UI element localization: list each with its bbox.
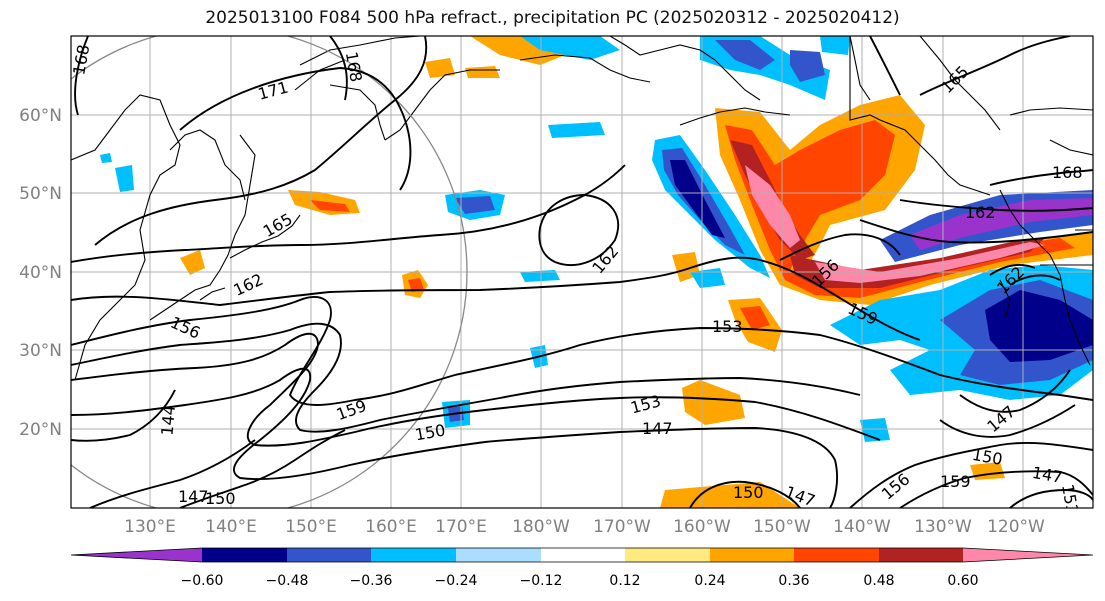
lon-tick: 140°E (205, 517, 257, 537)
lon-tick: 130°E (124, 517, 176, 537)
contour-label: 153 (712, 317, 743, 336)
colorbar-tick: −0.36 (350, 573, 393, 589)
contour-label: 156 (878, 469, 914, 503)
negative-anomaly-east-mid (690, 268, 725, 288)
colorbar-outline (70, 547, 1094, 563)
positive-anomaly-japan-east-core (310, 200, 350, 212)
positive-anomaly-central-core (408, 278, 424, 292)
lon-tick: 150°W (753, 517, 811, 537)
colorbar-segment (710, 548, 794, 562)
lat-tick: 30°N (19, 341, 62, 361)
colorbar-segment (287, 548, 371, 562)
negative-anomaly-east-mid-small (520, 270, 560, 282)
negative-anomaly-mid-pacific-core (455, 196, 495, 214)
colorbar-segment (879, 548, 963, 562)
positive-anomaly-pink (745, 165, 800, 248)
colorbar-segment (371, 548, 456, 562)
contour-label: 147 (983, 402, 1019, 436)
contour-label: 156 (168, 313, 204, 343)
negative-anomaly-west (115, 165, 134, 192)
contour-label: 153 (628, 391, 662, 417)
lon-tick: 180°W (512, 517, 570, 537)
colorbar-segment (625, 548, 710, 562)
lon-tick: 150°E (285, 517, 337, 537)
negative-anomaly-top-left (520, 36, 620, 60)
contour-label: 147 (1031, 463, 1064, 487)
height-contours (71, 36, 1093, 508)
colorbar-tick: −0.48 (266, 573, 309, 589)
contour-label: 144 (157, 404, 179, 436)
positive-anomaly-top-small-2 (465, 66, 500, 78)
lon-tick: 140°W (833, 517, 891, 537)
precip-anomaly-fill (100, 36, 1093, 508)
negative-anomaly-top-small (548, 122, 605, 138)
contour-label: 150 (413, 420, 446, 444)
lon-tick: 120°W (987, 517, 1045, 537)
negative-anomaly-alaska-max (670, 160, 725, 238)
positive-anomaly-bottom (660, 482, 800, 508)
map-area: 168 171 168 165 165 168 162 162 162 156 … (69, 36, 1093, 516)
lon-tick: 130°W (914, 517, 972, 537)
lon-tick: 170°E (435, 517, 487, 537)
negative-anomaly-top-right-2 (790, 50, 825, 82)
colorbar-segment (794, 548, 879, 562)
contour-label: 153 (1058, 483, 1082, 516)
colorbar-segment (456, 548, 541, 562)
contour-label: 159 (940, 472, 971, 491)
colorbar-tick: −0.60 (181, 573, 224, 589)
colorbar-tick: 0.24 (694, 573, 725, 589)
contour-label: 168 (1052, 163, 1083, 182)
contour-label: 147 (642, 419, 673, 438)
colorbar-segment (963, 548, 1093, 562)
negative-anomaly-west-small (100, 153, 112, 163)
colorbar-segment (71, 548, 202, 562)
positive-anomaly-south-central-core (740, 306, 770, 330)
negative-anomaly-top-right (820, 36, 850, 55)
lon-tick: 170°W (593, 517, 651, 537)
lat-tick: 40°N (19, 263, 62, 283)
colorbar-ticks: −0.60 −0.48 −0.36 −0.24 −0.12 0.12 0.24 … (181, 573, 979, 589)
positive-anomaly-south (682, 380, 745, 425)
colorbar-tick: 0.60 (947, 573, 978, 589)
positive-anomaly-top-small (425, 58, 455, 78)
contour-label: 171 (256, 78, 290, 104)
colorbar-segment (541, 548, 625, 562)
lat-tick: 20°N (19, 420, 62, 440)
contour-label: 147 (178, 487, 209, 506)
graticule (71, 36, 1093, 508)
colorbar-segment (202, 548, 287, 562)
lon-tick: 160°E (365, 517, 417, 537)
colorbar-tick: 0.12 (609, 573, 640, 589)
contour-label: 159 (334, 396, 369, 424)
colorbar: −0.60 −0.48 −0.36 −0.24 −0.12 0.12 0.24 … (70, 547, 1094, 589)
contour-label: 150 (733, 483, 764, 502)
negative-anomaly-southeast-max (985, 290, 1093, 362)
coastlines (71, 36, 1093, 381)
colorbar-tick: 0.48 (863, 573, 894, 589)
map-frame (70, 35, 1094, 509)
longitude-ticks: 130°E 140°E 150°E 160°E 170°E 180°W 170°… (124, 517, 1045, 537)
contour-label: 168 (342, 50, 366, 83)
contour-label: 162 (230, 270, 266, 300)
map-title: 2025013100 F084 500 hPa refract., precip… (205, 8, 900, 28)
positive-anomaly-pink-band (815, 242, 1045, 283)
contour-label: 150 (205, 489, 236, 508)
lon-tick: 160°W (673, 517, 731, 537)
colorbar-tick: 0.36 (778, 573, 809, 589)
contour-label: 168 (69, 43, 93, 76)
colorbar-tick: −0.24 (435, 573, 478, 589)
reference-circle (71, 36, 468, 508)
latitude-ticks: 60°N 50°N 40°N 30°N 20°N (19, 106, 62, 440)
negative-anomaly-top-core (715, 40, 775, 70)
positive-anomaly-west (180, 250, 205, 275)
lat-tick: 50°N (19, 184, 62, 204)
colorbar-tick: −0.12 (520, 573, 563, 589)
contour-label: 162 (965, 203, 996, 222)
lat-tick: 60°N (19, 106, 62, 126)
